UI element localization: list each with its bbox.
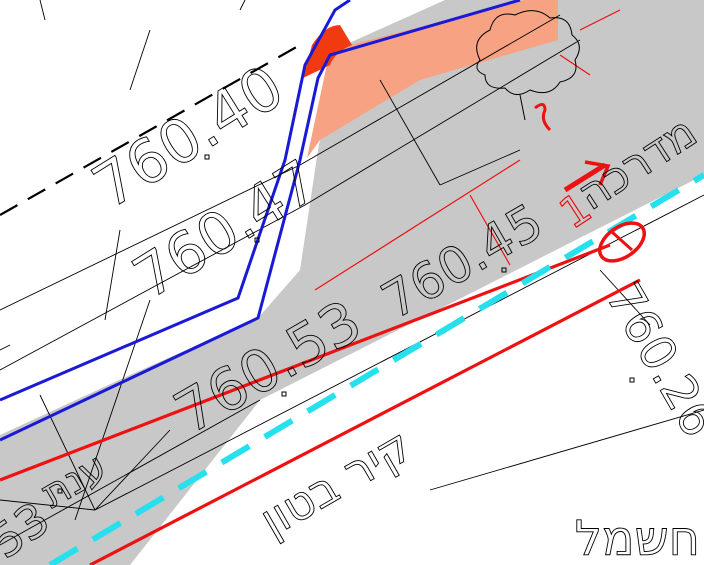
elevation-label-5: 760.26 [595, 273, 704, 446]
parcel-line [379, 79, 441, 186]
point-markers [57, 154, 635, 494]
parcel-line [0, 499, 96, 511]
red-thin-lines [314, 9, 621, 291]
survey-point [254, 237, 260, 243]
red-thin-line [579, 9, 621, 31]
survey-point [281, 391, 287, 397]
parcel-line [39, 0, 46, 21]
circle-marker-icon [598, 221, 646, 263]
tilde-marker [534, 103, 552, 132]
arrow-icon [563, 160, 611, 193]
parcel-line [599, 269, 651, 326]
parcel-line [94, 429, 171, 511]
parcel-line [304, 39, 581, 206]
parcel-line [129, 29, 151, 91]
red-thin-line [559, 54, 591, 76]
survey-point [57, 488, 63, 494]
survey-point [629, 377, 635, 383]
parcel-line [104, 229, 121, 321]
red-thin-line [314, 159, 521, 291]
blue-boundaries [0, 0, 521, 442]
utility-line [48, 172, 704, 565]
parcel-line [0, 164, 301, 311]
electric-label: חשמל [575, 511, 700, 565]
corner-wedge [303, 25, 352, 78]
red-plan-line [0, 243, 611, 482]
red-plan-lines [0, 243, 641, 565]
blue-boundary-outer [0, 0, 521, 442]
dashed-boundary [0, 44, 301, 216]
parcel-line [74, 299, 151, 521]
parcel-line [429, 409, 704, 491]
blue-boundary-inner [0, 0, 351, 402]
red-thin-line [469, 194, 511, 266]
survey-point [501, 267, 507, 273]
tree-icon [476, 10, 580, 121]
parcel-line [0, 399, 261, 546]
parcel-line [239, 0, 246, 11]
parcel-line [299, 14, 561, 166]
road-area-main [0, 0, 704, 535]
red-plan-line [89, 278, 641, 565]
parcel-line [0, 204, 306, 371]
parcel-line [0, 344, 11, 351]
parcel-line [439, 149, 521, 186]
planned-strip [307, 0, 558, 158]
survey-point [204, 154, 210, 160]
